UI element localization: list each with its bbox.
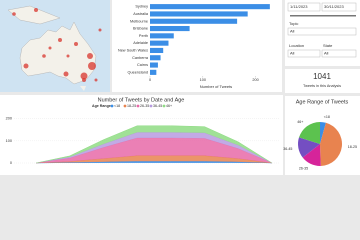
chart-title: Age Range of Tweets [296, 99, 349, 105]
map-land [80, 86, 86, 91]
state-label: State [323, 43, 333, 48]
state-dropdown[interactable] [321, 49, 357, 58]
map-dots [12, 8, 102, 82]
topic-dropdown[interactable] [287, 27, 357, 36]
y-tick-label: Melbourne [130, 19, 148, 23]
y-tick-label: Queensland [128, 70, 148, 74]
y-tick-label: 200 [6, 117, 12, 121]
location-dropdown[interactable] [287, 49, 321, 58]
chart-title: Number of Tweets by Date and Age [98, 97, 185, 103]
bar [150, 25, 190, 32]
y-tick-label: Cairns [137, 63, 148, 67]
y-tick-label: Brisbane [133, 27, 148, 31]
y-tick-label: Perth [139, 34, 148, 38]
x-axis-label: Number of Tweets [200, 84, 232, 89]
bar [150, 47, 164, 54]
area-fill [36, 155, 272, 163]
y-tick-label: Australia [133, 12, 149, 16]
topic-label: Topic [289, 21, 298, 26]
location-label: Location [289, 43, 304, 48]
legend-label: 36-45 [153, 104, 162, 108]
x-tick-label: 0 [149, 78, 151, 82]
bar [150, 4, 270, 10]
area-fill [36, 125, 272, 163]
legend-title: Age Range [92, 104, 111, 108]
pie-label: 26-35 [299, 166, 308, 170]
bar [150, 11, 248, 17]
dashboard: 1/11/2023 30/11/2023 Topic All Location … [0, 0, 360, 175]
date-slider[interactable] [290, 15, 356, 17]
y-tick-label: Adelaide [133, 41, 148, 45]
pie-label: 36-45 [283, 147, 292, 151]
y-tick-label: 100 [6, 139, 12, 143]
topic-value: All [290, 29, 295, 34]
legend-swatch [136, 104, 140, 108]
bar [150, 40, 169, 46]
bar [150, 55, 161, 61]
legend-label: 26-35 [140, 104, 149, 108]
filters: 1/11/2023 30/11/2023 Topic All Location … [287, 2, 357, 58]
card-panel [285, 69, 360, 93]
area-line [35, 125, 273, 164]
date-box[interactable] [287, 2, 321, 12]
legend-label: 18-25 [127, 104, 136, 108]
map-land [19, 21, 97, 85]
legend-swatch [110, 104, 114, 108]
x-tick-label: 100 [200, 78, 206, 82]
pie-slice [302, 144, 321, 167]
pie-slice [299, 122, 320, 144]
legend-swatch [162, 104, 166, 108]
area-fill [36, 161, 272, 163]
y-tick-label: 0 [10, 161, 12, 165]
y-tick-label: Sydney [135, 5, 148, 9]
pie-label: 18-25 [348, 145, 357, 149]
card-value: 1041 [313, 72, 331, 81]
area-fill [36, 132, 272, 163]
legend-swatch [123, 104, 127, 108]
bar [150, 33, 174, 39]
area-fill [36, 137, 272, 163]
bar [150, 62, 158, 68]
x-tick-label: 200 [252, 78, 258, 82]
date-start: 1/11/2023 [290, 4, 308, 9]
pie-label: <18 [324, 115, 330, 119]
pie-slice [320, 122, 326, 144]
date-end: 30/11/2023 [324, 4, 344, 9]
legend-label: <18 [114, 104, 120, 108]
bar [150, 18, 238, 24]
pie-label: 46+ [297, 120, 303, 124]
pie-slice [320, 122, 342, 166]
card-label: Tweets in this Analysis [303, 84, 341, 88]
map-land [7, 5, 61, 25]
legend-label: 46+ [166, 104, 172, 108]
state-value: All [324, 51, 329, 56]
legend-swatch [149, 104, 153, 108]
location-value: All [290, 51, 295, 56]
pie-slice [298, 137, 320, 158]
date-box[interactable] [321, 2, 357, 12]
y-tick-label: Canberra [132, 56, 149, 60]
y-tick-label: New South Wales [118, 48, 148, 52]
bar [150, 69, 157, 75]
